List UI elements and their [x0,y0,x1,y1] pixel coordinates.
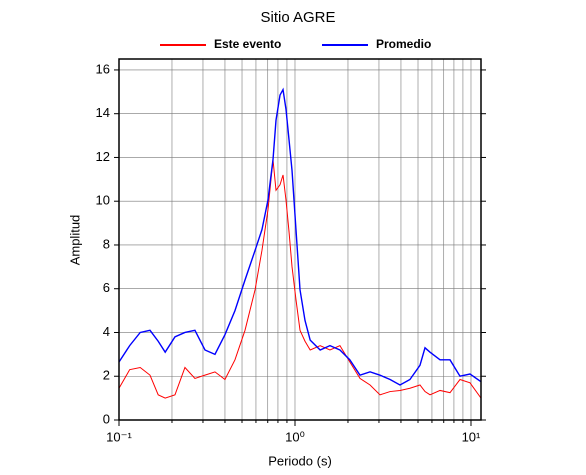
x-tick-label: 10⁻¹ [106,429,132,444]
x-tick-label: 10⁰ [285,429,305,444]
legend-label: Promedio [376,37,431,51]
y-tick-label: 16 [96,61,110,76]
series-line [118,159,482,399]
y-tick-label: 2 [103,368,110,383]
x-axis-label: Periodo (s) [268,453,332,468]
y-tick-label: 6 [103,280,110,295]
series-line [118,87,482,386]
plot-frame [118,58,482,421]
legend-label: Este evento [214,37,281,51]
y-tick-label: 10 [96,193,110,208]
y-tick-label: 4 [103,324,110,339]
y-axis-label: Amplitud [67,215,82,266]
y-tick-label: 0 [103,411,110,426]
y-tick-label: 8 [103,236,110,251]
y-tick-label: 12 [96,149,110,164]
y-tick-label: 14 [96,105,110,120]
x-tick-label: 10¹ [462,429,481,444]
chart-title: Sitio AGRE [260,9,335,26]
